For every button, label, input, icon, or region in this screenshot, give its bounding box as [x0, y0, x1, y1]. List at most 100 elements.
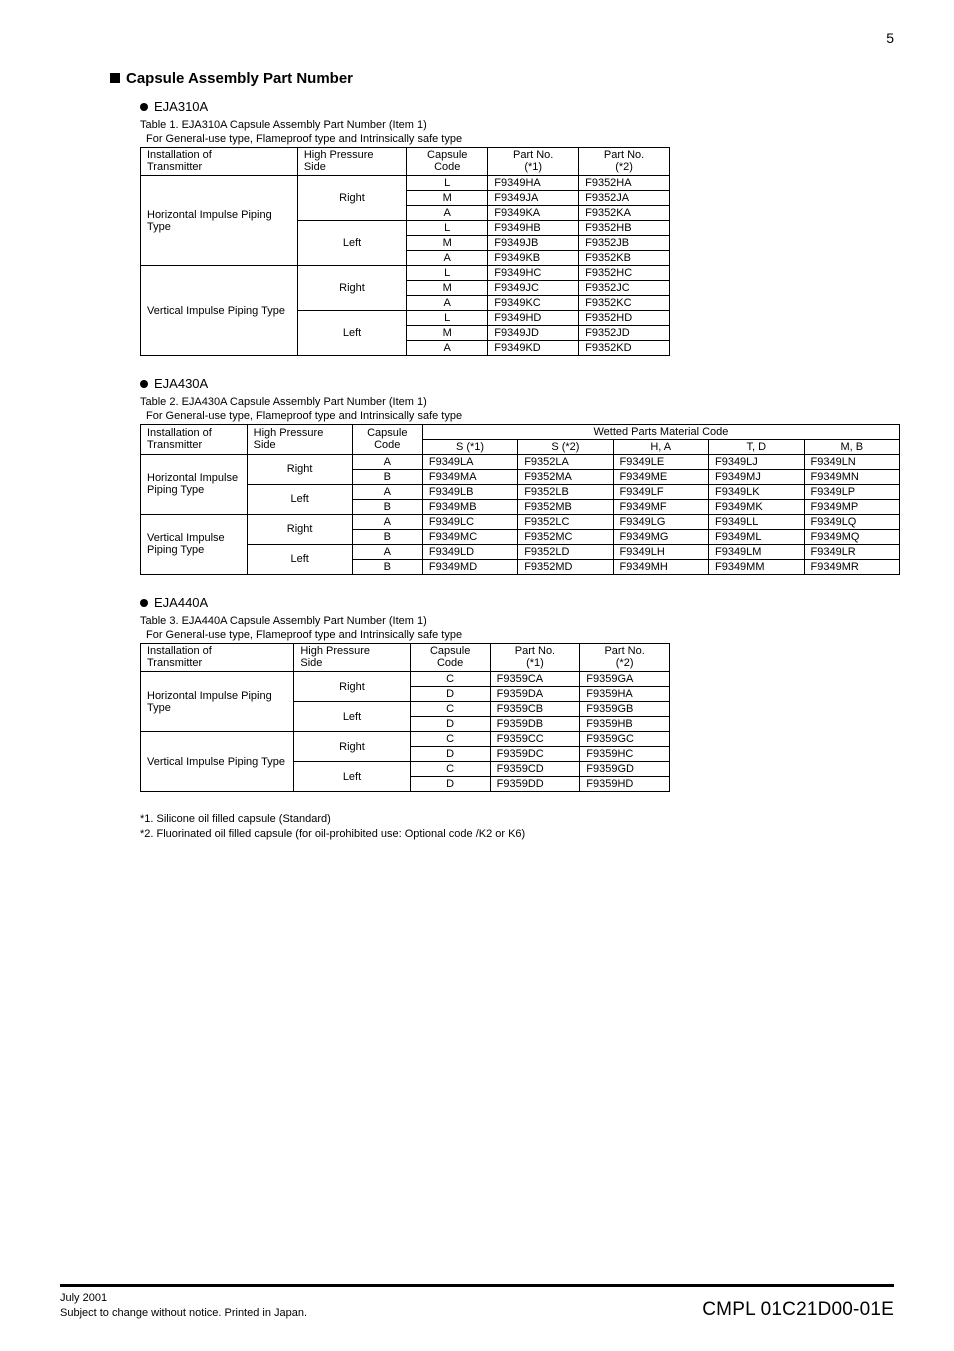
cell-wetted-1: F9352LC — [518, 514, 613, 529]
footer-doc-code: CMPL 01C21D00-01E — [702, 1299, 894, 1321]
cell-part1: F9359DA — [490, 687, 580, 702]
cell-wetted-1: F9352MC — [518, 529, 613, 544]
cell-part1: F9359CB — [490, 702, 580, 717]
table-caption: Table 3. EJA440A Capsule Assembly Part N… — [140, 614, 894, 629]
table-caption: Table 1. EJA310A Capsule Assembly Part N… — [140, 118, 894, 133]
cell-code: A — [352, 514, 422, 529]
cell-wetted-1: F9352MB — [518, 499, 613, 514]
cell-side: Left — [297, 311, 406, 356]
cell-code: A — [352, 544, 422, 559]
model-title: EJA440A — [140, 595, 894, 610]
cell-part1: F9359DD — [490, 777, 580, 792]
footnote-2: *2. Fluorinated oil filled capsule (for … — [140, 827, 894, 842]
cell-installation: Vertical Impulse Piping Type — [141, 514, 248, 574]
cell-side: Left — [294, 762, 410, 792]
cell-side: Right — [294, 732, 410, 762]
cell-code: L — [407, 311, 488, 326]
cell-wetted-4: F9349LR — [804, 544, 900, 559]
cell-part2: F9352HA — [579, 176, 670, 191]
cell-wetted-0: F9349LC — [422, 514, 517, 529]
cell-side: Left — [247, 544, 352, 574]
cell-code: D — [410, 747, 490, 762]
cell-part2: F9359GD — [580, 762, 670, 777]
cell-code: A — [407, 251, 488, 266]
cell-part1: F9349HA — [488, 176, 579, 191]
cell-side: Left — [294, 702, 410, 732]
cell-wetted-1: F9352LB — [518, 484, 613, 499]
cell-part2: F9352HC — [579, 266, 670, 281]
cell-installation: Vertical Impulse Piping Type — [141, 732, 294, 792]
cell-part2: F9352KA — [579, 206, 670, 221]
cell-code: M — [407, 236, 488, 251]
cell-code: C — [410, 732, 490, 747]
cell-wetted-0: F9349LD — [422, 544, 517, 559]
footer-rule — [60, 1284, 894, 1287]
footnote-1: *1. Silicone oil filled capsule (Standar… — [140, 812, 894, 827]
footer-notice: Subject to change without notice. Printe… — [60, 1306, 307, 1321]
cell-wetted-3: F9349MJ — [708, 469, 804, 484]
table-row: Vertical Impulse Piping TypeRightAF9349L… — [141, 514, 900, 529]
page-number: 5 — [886, 30, 894, 46]
cell-part2: F9359GB — [580, 702, 670, 717]
cell-wetted-2: F9349MF — [613, 499, 708, 514]
subsection-eja430a: EJA430A Table 2. EJA430A Capsule Assembl… — [140, 376, 894, 575]
cell-part2: F9352KD — [579, 341, 670, 356]
cell-code: M — [407, 326, 488, 341]
cell-code: B — [352, 559, 422, 574]
cell-part2: F9352JA — [579, 191, 670, 206]
cell-part2: F9359HA — [580, 687, 670, 702]
cell-code: L — [407, 176, 488, 191]
cell-installation: Horizontal Impulse Piping Type — [141, 454, 248, 514]
table-header-row: Installation ofTransmitter High Pressure… — [141, 643, 670, 671]
table-caption-sub: For General-use type, Flameproof type an… — [146, 133, 894, 145]
cell-code: C — [410, 762, 490, 777]
cell-installation: Vertical Impulse Piping Type — [141, 266, 298, 356]
table-eja430a: Installation ofTransmitter High Pressure… — [140, 424, 900, 575]
model-label: EJA440A — [154, 595, 208, 610]
table-caption-sub: For General-use type, Flameproof type an… — [146, 629, 894, 641]
cell-part1: F9349KD — [488, 341, 579, 356]
cell-code: D — [410, 717, 490, 732]
cell-side: Left — [247, 484, 352, 514]
bullet-icon — [140, 599, 148, 607]
cell-code: B — [352, 469, 422, 484]
table-row: Vertical Impulse Piping TypeRightLF9349H… — [141, 266, 670, 281]
cell-part1: F9349KC — [488, 296, 579, 311]
cell-part2: F9359HD — [580, 777, 670, 792]
cell-side: Left — [297, 221, 406, 266]
table-header-row: Installation ofTransmitter High Pressure… — [141, 147, 670, 175]
cell-part2: F9352JD — [579, 326, 670, 341]
cell-code: A — [407, 341, 488, 356]
table-row: LeftAF9349LDF9352LDF9349LHF9349LMF9349LR — [141, 544, 900, 559]
cell-wetted-1: F9352MD — [518, 559, 613, 574]
cell-wetted-3: F9349ML — [708, 529, 804, 544]
cell-part2: F9352KB — [579, 251, 670, 266]
cell-wetted-0: F9349MB — [422, 499, 517, 514]
cell-wetted-4: F9349MN — [804, 469, 900, 484]
cell-part1: F9349JB — [488, 236, 579, 251]
table-caption-sub: For General-use type, Flameproof type an… — [146, 410, 894, 422]
table-row: Horizontal Impulse Piping TypeRightAF934… — [141, 454, 900, 469]
table-row: Vertical Impulse Piping TypeRightCF9359C… — [141, 732, 670, 747]
bullet-icon — [140, 103, 148, 111]
cell-part1: F9349KA — [488, 206, 579, 221]
cell-wetted-2: F9349MH — [613, 559, 708, 574]
cell-code: L — [407, 221, 488, 236]
cell-side: Right — [297, 176, 406, 221]
cell-part1: F9349JA — [488, 191, 579, 206]
cell-part2: F9359HC — [580, 747, 670, 762]
square-bullet-icon — [110, 73, 120, 83]
table-row: Horizontal Impulse Piping TypeRightCF935… — [141, 672, 670, 687]
cell-part1: F9349HB — [488, 221, 579, 236]
model-label: EJA430A — [154, 376, 208, 391]
cell-code: C — [410, 672, 490, 687]
cell-part2: F9352JB — [579, 236, 670, 251]
cell-part1: F9349JD — [488, 326, 579, 341]
cell-part1: F9359CD — [490, 762, 580, 777]
page-footer: July 2001 Subject to change without noti… — [60, 1284, 894, 1321]
section-title-text: Capsule Assembly Part Number — [126, 70, 353, 87]
model-title: EJA310A — [140, 99, 894, 114]
subsection-eja310a: EJA310A Table 1. EJA310A Capsule Assembl… — [140, 99, 894, 356]
table-eja440a: Installation ofTransmitter High Pressure… — [140, 643, 670, 792]
cell-wetted-3: F9349MK — [708, 499, 804, 514]
